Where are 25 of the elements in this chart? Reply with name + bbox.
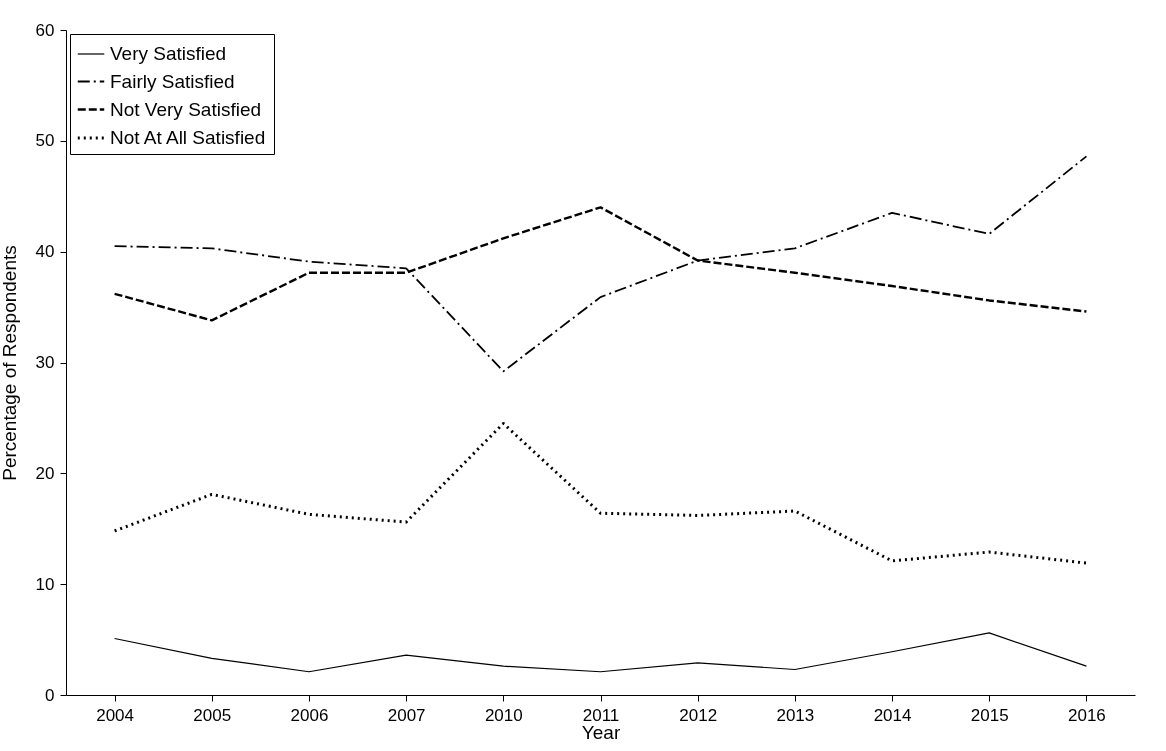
x-tick-label: 2012	[679, 705, 718, 725]
y-tick-label: 60	[35, 20, 55, 40]
line-series	[113, 155, 1088, 373]
y-tick-label: 0	[45, 685, 55, 705]
x-tick-label: 2014	[873, 705, 912, 725]
y-tick-label: 20	[35, 463, 55, 483]
line-series	[113, 632, 1088, 673]
legend-label: Not Very Satisfied	[110, 98, 262, 120]
y-axis-title: Percentage of Respondents	[0, 245, 20, 481]
x-tick-label: 2016	[1068, 705, 1106, 725]
x-tick-label: 2006	[290, 705, 329, 725]
x-tick-label: 2015	[970, 705, 1009, 725]
x-tick-label: 2010	[484, 705, 523, 725]
x-tick-label: 2007	[387, 705, 426, 725]
y-tick-label: 50	[35, 131, 55, 151]
x-tick-label: 2004	[96, 705, 134, 725]
legend-label: Very Satisfied	[110, 43, 227, 64]
y-tick-label: 30	[35, 353, 55, 372]
y-tick-label: 40	[35, 242, 55, 262]
x-tick-label: 2005	[193, 705, 232, 725]
legend-label: Not At All Satisfied	[110, 127, 266, 148]
y-tick-label: 10	[35, 574, 55, 594]
legend-label: Fairly Satisfied	[110, 70, 235, 92]
line-series	[113, 421, 1088, 565]
x-tick-label: 2013	[776, 705, 815, 725]
